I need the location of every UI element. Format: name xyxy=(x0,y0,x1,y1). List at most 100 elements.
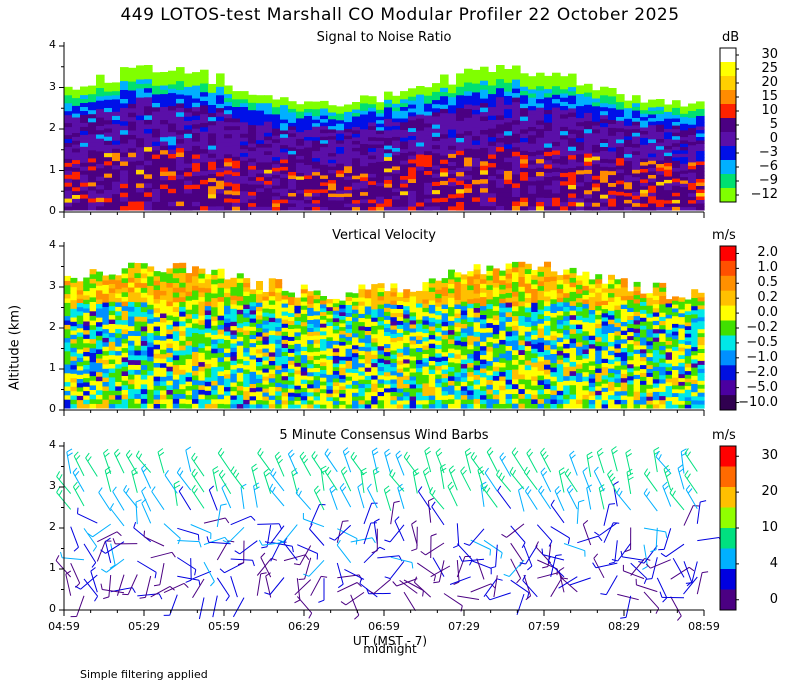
snr-cell xyxy=(496,187,505,193)
velocity-cell xyxy=(192,327,199,333)
velocity-cell xyxy=(582,358,590,364)
snr-cell xyxy=(224,177,233,183)
velocity-cell xyxy=(83,312,91,318)
velocity-cell xyxy=(102,293,110,299)
snr-cell xyxy=(616,150,625,155)
velocity-cell xyxy=(224,382,231,388)
snr-cell xyxy=(200,87,209,93)
velocity-cell xyxy=(480,381,487,387)
velocity-cell xyxy=(268,395,276,400)
velocity-cell xyxy=(268,295,276,301)
velocity-cell xyxy=(563,292,571,298)
snr-cell xyxy=(216,120,225,126)
snr-cell xyxy=(144,151,153,157)
velocity-cell xyxy=(358,362,366,368)
velocity-cell xyxy=(134,403,142,409)
velocity-cell xyxy=(403,309,411,315)
snr-cell xyxy=(72,163,81,168)
velocity-cell xyxy=(268,338,276,344)
snr-cell xyxy=(320,104,329,109)
velocity-cell xyxy=(192,318,199,324)
velocity-cell xyxy=(140,311,148,317)
velocity-cell xyxy=(556,350,564,356)
velocity-cell xyxy=(115,394,123,400)
velocity-cell xyxy=(198,291,206,298)
velocity-cell xyxy=(262,296,270,301)
velocity-cell xyxy=(576,284,583,290)
snr-cell xyxy=(280,188,289,193)
velocity-cell xyxy=(262,368,270,373)
snr-cell xyxy=(264,139,273,144)
snr-cell xyxy=(408,139,417,144)
velocity-cell xyxy=(390,333,398,338)
snr-cell xyxy=(544,168,553,173)
snr-cell xyxy=(544,176,553,182)
velocity-cell xyxy=(512,261,519,268)
snr-cell xyxy=(536,141,545,147)
velocity-cell xyxy=(345,392,353,397)
velocity-cell xyxy=(518,354,526,360)
snr-cell xyxy=(328,139,337,143)
snr-cell xyxy=(192,141,201,146)
snr-cell xyxy=(240,91,249,96)
velocity-cell xyxy=(147,398,155,404)
velocity-cell xyxy=(211,297,219,303)
snr-cell xyxy=(360,95,369,100)
snr-cell xyxy=(240,144,249,150)
windbarb-panel-title: 5 Minute Consensus Wind Barbs xyxy=(279,428,489,443)
snr-cell xyxy=(608,178,617,183)
snr-cell xyxy=(592,105,601,111)
velocity-cell xyxy=(403,387,411,393)
snr-cell xyxy=(616,127,625,132)
velocity-cell xyxy=(454,308,462,314)
velocity-cell xyxy=(288,376,295,381)
snr-cell xyxy=(496,169,505,175)
snr-cell xyxy=(496,123,505,129)
snr-cell xyxy=(568,86,577,92)
velocity-cell xyxy=(224,292,231,298)
velocity-cell xyxy=(332,336,340,341)
snr-panel-title: Signal to Noise Ratio xyxy=(316,30,452,45)
snr-cell xyxy=(616,187,625,192)
velocity-cell xyxy=(230,321,238,327)
snr-cell xyxy=(592,190,601,196)
velocity-cell xyxy=(364,346,372,352)
snr-cell xyxy=(608,186,617,191)
snr-cell xyxy=(376,185,385,190)
snr-cell xyxy=(576,101,585,107)
snr-cell xyxy=(544,105,553,110)
snr-cell xyxy=(624,114,633,119)
snr-cell xyxy=(664,114,673,119)
snr-cell xyxy=(256,150,265,155)
velocity-cell xyxy=(147,356,155,362)
snr-cell xyxy=(144,96,153,102)
velocity-cell xyxy=(364,383,372,389)
snr-cell xyxy=(576,117,585,123)
snr-cell xyxy=(304,199,313,204)
snr-cell xyxy=(488,171,497,176)
velocity-cell xyxy=(185,358,193,364)
velocity-cell xyxy=(377,333,385,338)
snr-cell xyxy=(656,174,665,179)
velocity-cell xyxy=(166,361,174,367)
snr-cell xyxy=(528,80,537,86)
velocity-cell xyxy=(435,391,443,396)
velocity-cell xyxy=(371,366,379,372)
velocity-cell xyxy=(115,346,123,352)
velocity-cell xyxy=(236,358,244,364)
velocity-cell xyxy=(262,304,270,309)
velocity-cell xyxy=(524,364,532,371)
velocity-cell xyxy=(416,294,423,300)
snr-cell xyxy=(80,174,89,179)
snr-cell xyxy=(232,137,241,142)
snr-cell xyxy=(584,124,593,130)
snr-cell xyxy=(336,159,345,164)
velocity-cell xyxy=(160,299,167,305)
velocity-cell xyxy=(422,298,430,304)
snr-cell xyxy=(488,123,497,129)
velocity-cell xyxy=(211,338,219,345)
snr-cell xyxy=(408,119,417,125)
snr-cell xyxy=(456,94,465,100)
snr-cell xyxy=(328,182,337,187)
velocity-cell xyxy=(147,318,155,324)
